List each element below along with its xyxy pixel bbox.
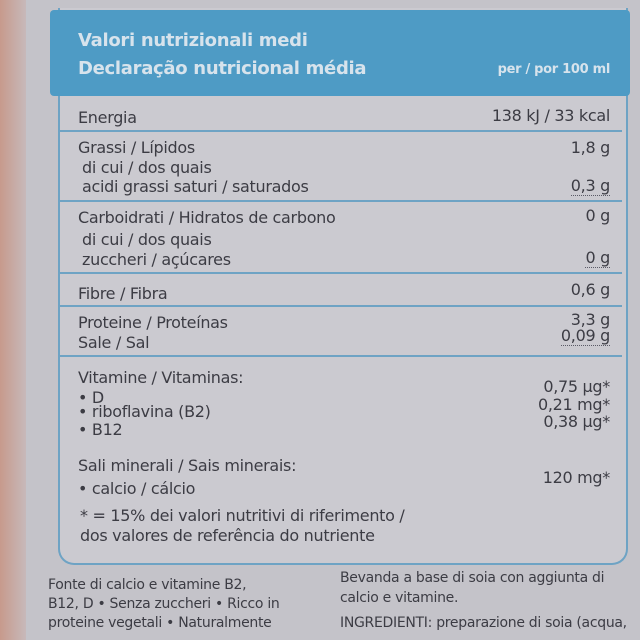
title-portuguese: Declaração nutricional média (78, 58, 367, 79)
carbo-dicui-label: di cui / dos quais (82, 230, 212, 249)
vit-d-label: • D (78, 388, 104, 407)
nutrition-table (58, 8, 628, 565)
calcio-value: 120 mg* (542, 468, 611, 487)
carbo-value: 0 g (585, 206, 610, 225)
energia-label: Energia (78, 108, 137, 127)
description-line2: calcio e vitamine. (340, 590, 459, 606)
table-header (50, 10, 630, 96)
divider (60, 272, 622, 274)
footnote-line1: * = 15% dei valori nutritivi di riferime… (80, 506, 405, 525)
zuccheri-value: 0 g (585, 248, 610, 268)
vit-b2-label: • riboflavina (B2) (78, 402, 211, 421)
claims-line3: proteine vegetali • Naturalmente (48, 615, 272, 631)
description-line1: Bevanda a base di soia con aggiunta di (340, 570, 605, 586)
sale-label: Sale / Sal (78, 333, 150, 352)
proteine-value: 3,3 g (570, 310, 611, 329)
energia-value: 138 kJ / 33 kcal (491, 106, 610, 125)
proteine-label: Proteine / Proteínas (78, 313, 228, 332)
fibre-value: 0,6 g (570, 280, 611, 299)
divider (60, 355, 622, 357)
vit-b12-label: • B12 (78, 420, 123, 439)
grassi-label: Grassi / Lípidos (78, 138, 195, 157)
saturi-label: acidi grassi saturi / saturados (82, 177, 309, 196)
fibre-label: Fibre / Fibra (78, 284, 168, 303)
vit-d-value: 0,75 µg* (543, 377, 610, 396)
title-italian: Valori nutrizionali medi (78, 30, 308, 51)
divider (60, 130, 622, 132)
divider (60, 305, 622, 307)
grassi-value: 1,8 g (570, 138, 611, 157)
claims-line2: B12, D • Senza zuccheri • Ricco in (48, 596, 280, 612)
vitamine-label: Vitamine / Vitaminas: (78, 368, 244, 387)
sali-label: Sali minerali / Sais minerais: (78, 456, 297, 475)
grassi-dicui-label: di cui / dos quais (82, 158, 212, 177)
ingredients-line: INGREDIENTI: preparazione di soia (acqua… (340, 615, 627, 631)
carbo-label: Carboidrati / Hidratos de carbono (78, 208, 336, 227)
claims-line1: Fonte di calcio e vitamine B2, (48, 577, 247, 593)
vit-b12-value: 0,38 µg* (543, 412, 610, 431)
footnote-line2: dos valores de referência do nutriente (80, 526, 375, 545)
divider (60, 200, 622, 202)
saturi-value: 0,3 g (570, 176, 610, 196)
per-100ml: per / por 100 ml (497, 62, 611, 77)
sale-value: 0,09 g (560, 326, 610, 346)
zuccheri-label: zuccheri / açúcares (82, 250, 231, 269)
vit-b2-value: 0,21 mg* (537, 395, 610, 414)
calcio-label: • calcio / cálcio (78, 479, 196, 498)
package-edge (0, 0, 26, 640)
